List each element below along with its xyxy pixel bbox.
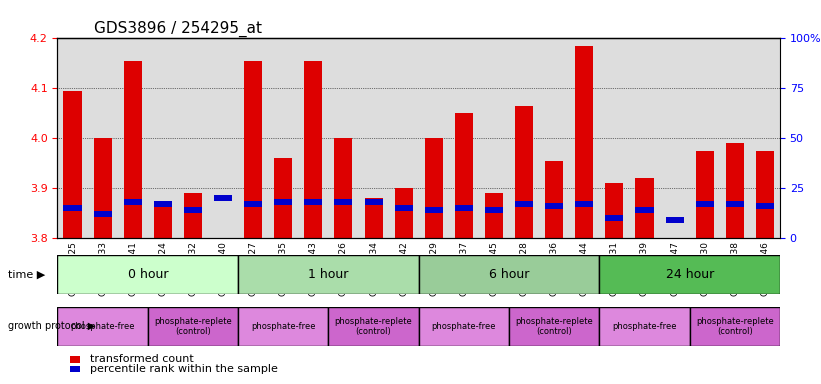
Bar — [208, 38, 238, 238]
Bar — [117, 38, 148, 238]
Bar — [359, 38, 388, 238]
FancyBboxPatch shape — [599, 307, 690, 346]
Text: growth protocol ▶: growth protocol ▶ — [8, 321, 95, 331]
Bar — [515, 201, 533, 207]
Bar — [244, 201, 262, 207]
Bar — [334, 199, 352, 205]
Bar — [305, 61, 323, 238]
Text: time ▶: time ▶ — [8, 270, 45, 280]
Text: phosphate-free: phosphate-free — [432, 322, 496, 331]
FancyBboxPatch shape — [690, 307, 780, 346]
Bar — [424, 207, 443, 213]
FancyBboxPatch shape — [328, 307, 419, 346]
Bar — [395, 188, 413, 238]
Bar — [545, 203, 563, 209]
Bar — [599, 38, 630, 238]
Bar — [720, 38, 750, 238]
Bar — [576, 201, 594, 207]
Text: phosphate-replete
(control): phosphate-replete (control) — [516, 317, 593, 336]
Bar — [695, 201, 713, 207]
Bar — [695, 151, 713, 238]
Bar — [509, 38, 539, 238]
Bar — [485, 193, 503, 238]
FancyBboxPatch shape — [57, 255, 238, 294]
Bar — [154, 200, 172, 238]
Bar — [605, 215, 623, 221]
Bar — [690, 38, 720, 238]
FancyBboxPatch shape — [148, 307, 238, 346]
Bar — [365, 199, 383, 205]
Bar — [750, 38, 780, 238]
Text: 0 hour: 0 hour — [127, 268, 168, 281]
Bar — [63, 205, 81, 211]
Bar — [154, 201, 172, 207]
Text: phosphate-free: phosphate-free — [251, 322, 315, 331]
Bar — [124, 61, 142, 238]
Bar — [184, 207, 202, 213]
Bar — [569, 38, 599, 238]
Text: 24 hour: 24 hour — [666, 268, 713, 281]
Bar — [419, 38, 449, 238]
Bar — [726, 201, 744, 207]
Bar — [485, 207, 503, 213]
Bar — [178, 38, 208, 238]
Text: GDS3896 / 254295_at: GDS3896 / 254295_at — [94, 21, 262, 37]
Bar — [238, 38, 268, 238]
Bar — [605, 183, 623, 238]
FancyBboxPatch shape — [419, 255, 599, 294]
Bar — [94, 211, 112, 217]
Text: percentile rank within the sample: percentile rank within the sample — [90, 364, 278, 374]
Bar — [455, 113, 473, 238]
Bar — [659, 38, 690, 238]
Bar — [298, 38, 328, 238]
Text: transformed count: transformed count — [90, 354, 194, 364]
Text: phosphate-replete
(control): phosphate-replete (control) — [696, 317, 773, 336]
Bar — [635, 207, 654, 213]
FancyBboxPatch shape — [238, 307, 328, 346]
Text: 6 hour: 6 hour — [488, 268, 530, 281]
FancyBboxPatch shape — [57, 307, 148, 346]
FancyBboxPatch shape — [419, 307, 509, 346]
Bar — [455, 205, 473, 211]
Bar — [424, 138, 443, 238]
Bar — [576, 46, 594, 238]
Bar — [388, 38, 419, 238]
Bar — [214, 195, 232, 201]
Bar — [94, 138, 112, 238]
Bar — [274, 199, 292, 205]
Bar — [184, 193, 202, 238]
Bar — [244, 61, 262, 238]
Bar — [365, 198, 383, 238]
Bar — [274, 158, 292, 238]
Bar — [395, 205, 413, 211]
Text: phosphate-free: phosphate-free — [612, 322, 677, 331]
Bar — [515, 106, 533, 238]
Bar — [539, 38, 569, 238]
Bar — [148, 38, 178, 238]
Bar — [545, 161, 563, 238]
Bar — [328, 38, 359, 238]
Bar — [449, 38, 479, 238]
Bar — [756, 151, 774, 238]
FancyBboxPatch shape — [509, 307, 599, 346]
Bar — [63, 91, 81, 238]
Bar — [666, 217, 684, 223]
Bar — [635, 178, 654, 238]
Bar — [334, 138, 352, 238]
Text: phosphate-replete
(control): phosphate-replete (control) — [154, 317, 232, 336]
Text: phosphate-free: phosphate-free — [71, 322, 135, 331]
FancyBboxPatch shape — [599, 255, 780, 294]
Bar — [305, 199, 323, 205]
FancyBboxPatch shape — [238, 255, 419, 294]
Bar — [88, 38, 117, 238]
Bar — [756, 203, 774, 209]
Text: 1 hour: 1 hour — [308, 268, 349, 281]
Bar — [268, 38, 298, 238]
Bar — [124, 199, 142, 205]
Bar — [726, 143, 744, 238]
Bar — [630, 38, 659, 238]
Bar — [57, 38, 88, 238]
Text: phosphate-replete
(control): phosphate-replete (control) — [335, 317, 412, 336]
Bar — [479, 38, 509, 238]
